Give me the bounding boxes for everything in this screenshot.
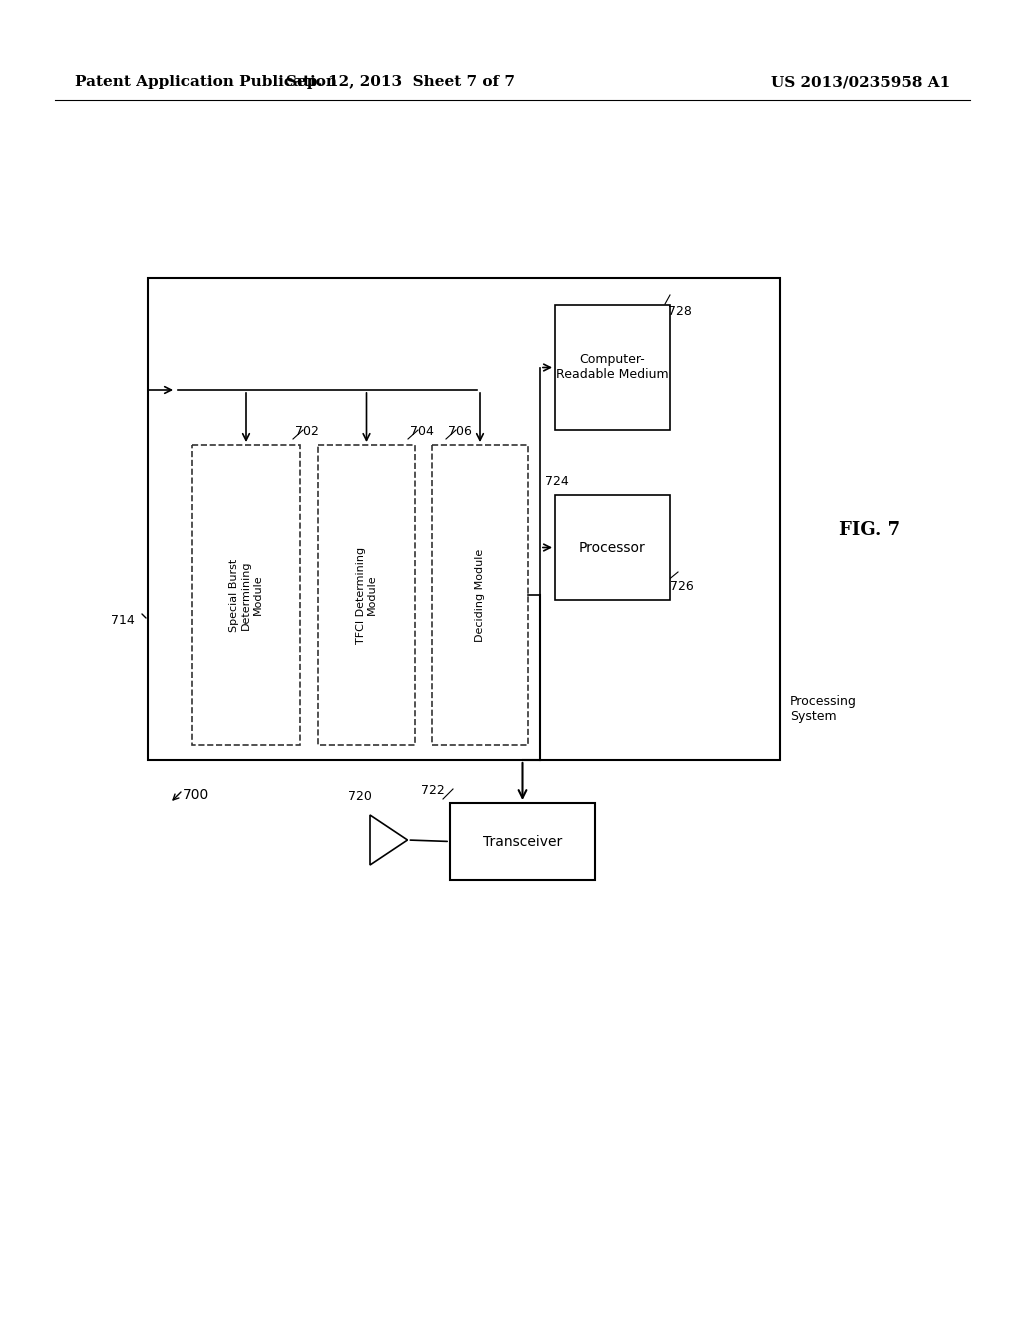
- Text: FIG. 7: FIG. 7: [840, 521, 900, 539]
- Text: 702: 702: [295, 425, 318, 438]
- Text: 720: 720: [348, 789, 372, 803]
- Text: 722: 722: [421, 784, 445, 797]
- Text: Special Burst
Determining
Module: Special Burst Determining Module: [229, 558, 262, 632]
- Bar: [193, 445, 300, 744]
- Text: Patent Application Publication: Patent Application Publication: [75, 75, 337, 88]
- Text: Sep. 12, 2013  Sheet 7 of 7: Sep. 12, 2013 Sheet 7 of 7: [286, 75, 514, 88]
- Text: Transceiver: Transceiver: [483, 834, 562, 849]
- Bar: [555, 495, 670, 601]
- Text: Deciding Module: Deciding Module: [475, 548, 485, 642]
- Text: TFCI Determining
Module: TFCI Determining Module: [355, 546, 377, 644]
- Text: 728: 728: [668, 305, 692, 318]
- Text: 724: 724: [545, 475, 568, 488]
- Text: 714: 714: [112, 614, 135, 627]
- Text: 704: 704: [410, 425, 434, 438]
- Text: US 2013/0235958 A1: US 2013/0235958 A1: [771, 75, 950, 88]
- Text: 706: 706: [449, 425, 472, 438]
- Bar: [432, 445, 528, 744]
- Bar: [148, 279, 780, 760]
- Bar: [450, 803, 595, 880]
- Bar: [555, 305, 670, 430]
- Text: Processor: Processor: [580, 540, 646, 554]
- Text: 700: 700: [183, 788, 209, 803]
- Text: Processing
System: Processing System: [790, 696, 857, 723]
- Text: 726: 726: [670, 579, 693, 593]
- Text: Computer-
Readable Medium: Computer- Readable Medium: [556, 354, 669, 381]
- Bar: [318, 445, 415, 744]
